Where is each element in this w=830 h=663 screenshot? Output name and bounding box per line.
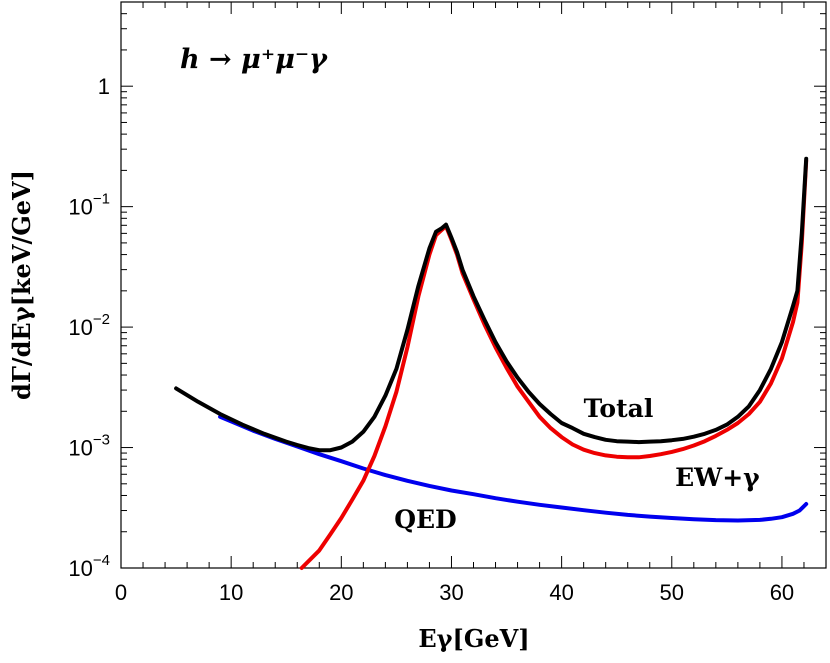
annotations-group: Total EW+γ QED (394, 394, 760, 534)
x-tick-label: 60 (770, 580, 794, 605)
y-tick-label: 1 (98, 74, 110, 99)
series-ew-line (299, 158, 809, 570)
x-tick-label: 20 (329, 580, 353, 605)
curve-label: Total (584, 394, 654, 423)
y-axis-title: dΓ/dEγ[keV/GeV] (7, 170, 36, 400)
y-tick-label: 10−2 (68, 311, 110, 340)
x-tick-label: 10 (219, 580, 243, 605)
series-total-line (174, 156, 809, 453)
y-tick-label: 10−3 (68, 432, 110, 461)
ticks-group (120, 1, 827, 569)
curves-group (174, 156, 809, 570)
y-tick-label: 10−1 (68, 191, 110, 220)
curve-label: QED (394, 505, 457, 534)
x-tick-label: 40 (549, 580, 573, 605)
x-tick-label: 0 (115, 580, 127, 605)
y-tick-label: 10−4 (68, 552, 110, 581)
curve-label: EW+γ (675, 463, 760, 492)
tick-labels-group: 0 10 20 30 40 50 60 10−4 10−3 10−2 10−1 1 (68, 74, 794, 605)
x-tick-label: 50 (660, 580, 684, 605)
chart-title: h → μ⁺μ⁻γ (180, 44, 328, 75)
x-tick-label: 30 (439, 580, 463, 605)
series-qed-line (218, 414, 809, 523)
x-axis-title: Eγ[GeV] (418, 624, 529, 653)
